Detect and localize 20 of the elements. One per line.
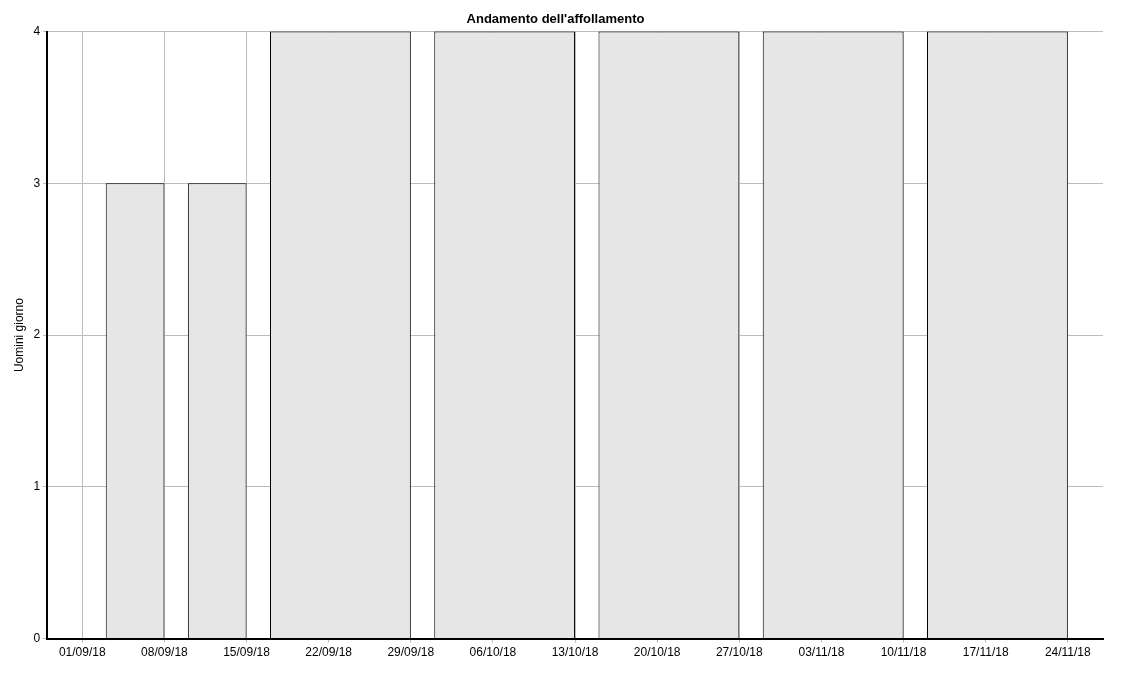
y-axis-title: Uomini giorno xyxy=(11,297,26,373)
x-tick-label: 10/11/18 xyxy=(880,645,927,660)
x-tick-label: 06/10/18 xyxy=(469,645,517,660)
x-tick-label: 15/09/18 xyxy=(223,645,271,660)
x-tick-label: 08/09/18 xyxy=(141,645,189,660)
x-tick-label: 29/09/18 xyxy=(387,645,435,660)
x-tick-label: 13/10/18 xyxy=(551,645,599,660)
x-tick-label: 01/09/18 xyxy=(58,645,106,660)
y-tick-label: 2 xyxy=(33,327,41,342)
y-tick-label: 1 xyxy=(33,479,41,494)
x-tick-label: 17/11/18 xyxy=(962,645,1009,660)
y-tick-label: 4 xyxy=(33,23,41,38)
y-tick-label: 3 xyxy=(33,175,41,190)
x-tick-label: 27/10/18 xyxy=(715,645,763,660)
y-tick-label: 0 xyxy=(33,630,41,645)
x-tick-label: 24/11/18 xyxy=(1044,645,1092,660)
x-tick-label: 22/09/18 xyxy=(305,645,353,660)
chart-title: Andamento dell'affollamento xyxy=(466,11,645,27)
x-tick-label: 03/11/18 xyxy=(798,645,845,660)
x-tick-label: 20/10/18 xyxy=(633,645,681,660)
